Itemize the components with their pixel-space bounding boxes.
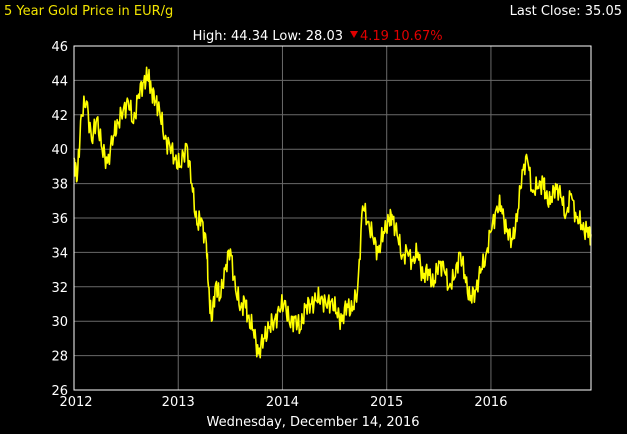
x-tick-label: 2013 bbox=[162, 395, 195, 410]
x-tick-label: 2014 bbox=[266, 395, 299, 410]
y-tick-label: 46 bbox=[51, 40, 68, 55]
y-tick-label: 28 bbox=[51, 350, 68, 365]
x-tick-label: 2016 bbox=[474, 395, 507, 410]
y-tick-label: 36 bbox=[51, 212, 68, 227]
plot-frame bbox=[73, 45, 592, 391]
y-tick-label: 30 bbox=[51, 315, 68, 330]
footer-date: Wednesday, December 14, 2016 bbox=[207, 415, 420, 430]
last-close-label: Last Close: 35.05 bbox=[510, 4, 622, 19]
y-tick-label: 38 bbox=[51, 178, 68, 193]
y-tick-label: 34 bbox=[51, 246, 68, 261]
tick-labels: 26 28 30 32 34 36 38 40 42 44 46 2012 2013 2014 2015 20… bbox=[51, 40, 507, 410]
y-tick-label: 42 bbox=[51, 109, 68, 124]
chart-title: 5 Year Gold Price in EUR/g bbox=[4, 4, 173, 19]
x-tick-label: 2015 bbox=[370, 395, 403, 410]
y-tick-label: 44 bbox=[51, 74, 68, 89]
price-series-line bbox=[73, 66, 592, 359]
change-label: 4.19 10.67% bbox=[360, 29, 443, 44]
y-tick-label: 32 bbox=[51, 281, 68, 296]
down-triangle-icon bbox=[350, 31, 358, 38]
y-tick-label: 26 bbox=[51, 384, 68, 399]
y-tick-label: 40 bbox=[51, 143, 68, 158]
x-tick-label: 2012 bbox=[59, 395, 92, 410]
high-low-label: High: 44.34 Low: 28.03 bbox=[193, 29, 343, 44]
